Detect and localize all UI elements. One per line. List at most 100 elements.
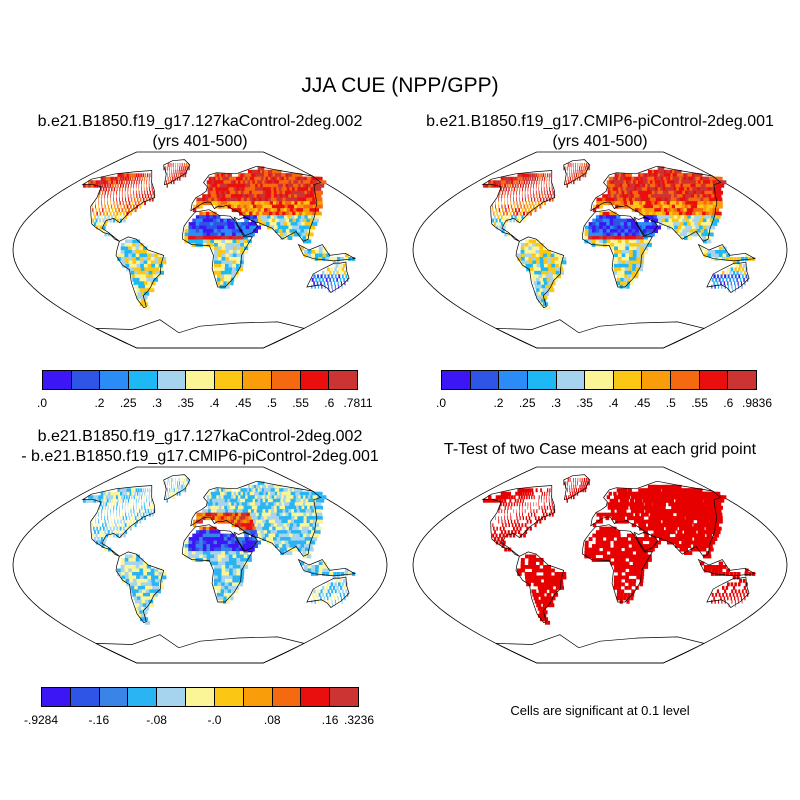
colorbar-tick-label: .6 — [723, 396, 734, 410]
figure-title: JJA CUE (NPP/GPP) — [301, 74, 499, 97]
colorbar-labels-top-right: .0 .2 .25 .3 .35 .4 .45 .5 .55 .6 .9836 — [436, 396, 772, 412]
colorbar-tick-label: .35 — [177, 396, 194, 410]
colorbar-labels-top-left: .0 .2 .25 .3 .35 .4 .45 .5 .55 .6 .7811 — [37, 396, 373, 412]
coastline-sea — [297, 243, 357, 262]
panel-title-top-right: b.e21.B1850.f19_g17.CMIP6-piControl-2deg… — [400, 112, 800, 152]
colorbar-labels-bottom-left: -.9284 -.16 -.08 -.0 .08 .16 .3236 — [24, 713, 374, 729]
coastline-na — [81, 485, 155, 557]
coastline-gr — [163, 159, 191, 186]
colorbar-tick-label: .2 — [94, 396, 105, 410]
colorbar-swatch — [100, 371, 129, 389]
coastline-sea — [697, 243, 757, 262]
map-top-right — [412, 151, 788, 349]
coastline-ar — [633, 531, 659, 552]
coastline-sa — [515, 551, 565, 624]
coastline-ar — [633, 216, 659, 237]
colorbar-tick-label: -.9284 — [23, 713, 59, 727]
coastline-an — [95, 319, 306, 349]
coastline-eu — [190, 165, 322, 242]
colorbar-swatch — [272, 688, 302, 706]
colorbar-tick-label: .45 — [234, 396, 252, 410]
coastline-ar — [233, 531, 259, 552]
colorbar-swatch — [329, 371, 358, 389]
colorbar-swatch — [585, 371, 614, 389]
coastline-sea — [697, 558, 757, 577]
colorbar-tick-label: .08 — [263, 713, 281, 727]
panel-title-line: - b.e21.B1850.f19_g17.CMIP6-piControl-2d… — [21, 448, 379, 465]
coastline-af — [182, 524, 253, 603]
colorbar-swatch — [272, 371, 301, 389]
colorbar-tick-label: .0 — [36, 396, 48, 410]
coastline-sa — [115, 236, 165, 309]
colorbar-tick-label: .55 — [292, 396, 309, 410]
coastline-na — [481, 485, 555, 557]
colorbar-tick-label: .6 — [324, 396, 335, 410]
colorbar-swatch — [186, 688, 215, 706]
panel-title-line: b.e21.B1850.f19_g17.127kaControl-2deg.00… — [37, 113, 363, 130]
colorbar-swatch — [499, 371, 528, 389]
coastline-gr — [563, 474, 591, 501]
coastline-eu — [590, 165, 722, 242]
colorbar-swatch — [214, 688, 244, 706]
coastline-au — [306, 576, 350, 608]
coastline-eu — [590, 480, 722, 557]
colorbar-tick-label: .5 — [266, 396, 277, 410]
colorbar-swatch — [642, 371, 672, 389]
map-bottom-right — [412, 466, 788, 664]
colorbar-tick-label: .5 — [665, 396, 676, 410]
colorbar-tick-label: .16 — [321, 713, 339, 727]
panel-title-line: (yrs 401-500) — [152, 133, 248, 150]
colorbar-tick-label: -.0 — [207, 713, 222, 727]
colorbar-swatch — [186, 371, 215, 389]
colorbar-swatch — [128, 688, 158, 706]
coastline-ar — [233, 216, 259, 237]
colorbar-tick-label: -.16 — [88, 713, 110, 727]
coastline-an — [95, 634, 306, 664]
panel-title-line: b.e21.B1850.f19_g17.CMIP6-piControl-2deg… — [426, 113, 774, 130]
coastline-au — [706, 261, 750, 293]
coastline-au — [306, 261, 350, 293]
colorbar-tick-label: .35 — [576, 396, 593, 410]
coastline-an — [495, 319, 706, 349]
colorbar-swatch — [699, 371, 729, 389]
colorbar-tick-label: .9836 — [741, 396, 773, 410]
map-cells — [82, 162, 356, 310]
coastline-sea — [297, 558, 357, 577]
colorbar-swatch — [128, 371, 158, 389]
coastline-eu — [190, 480, 322, 557]
colorbar-swatch — [671, 371, 700, 389]
coastline-gr — [163, 474, 191, 501]
colorbar-swatch — [442, 371, 471, 389]
colorbar-swatch — [42, 688, 71, 706]
panel-title-line: T-Test of two Case means at each grid po… — [443, 441, 757, 458]
colorbar-swatch — [728, 371, 757, 389]
colorbar-top-left — [42, 370, 358, 390]
coastline-af — [582, 209, 653, 288]
map-cells — [482, 162, 756, 310]
panel-title-top-left: b.e21.B1850.f19_g17.127kaControl-2deg.00… — [0, 112, 400, 152]
panel-title-line: (yrs 401-500) — [552, 133, 648, 150]
coastline-af — [582, 524, 653, 603]
colorbar-tick-label: .7811 — [343, 396, 373, 410]
map-boundary — [12, 466, 388, 664]
coastline-sa — [115, 551, 165, 624]
coastline-na — [81, 170, 155, 242]
map-boundary — [412, 151, 788, 349]
colorbar-tick-label: .4 — [209, 396, 220, 410]
colorbar-swatch — [70, 688, 100, 706]
colorbar-swatch — [330, 688, 358, 706]
colorbar-tick-label: .4 — [608, 396, 619, 410]
colorbar-tick-label: .55 — [691, 396, 708, 410]
coastline-au — [706, 576, 750, 608]
colorbar-tick-label: .25 — [518, 396, 536, 410]
colorbar-tick-label: .25 — [119, 396, 137, 410]
panel-title-line: b.e21.B1850.f19_g17.127kaControl-2deg.00… — [37, 428, 363, 445]
coastline-af — [182, 209, 253, 288]
colorbar-swatch — [470, 371, 500, 389]
colorbar-swatch — [243, 688, 273, 706]
map-boundary — [412, 466, 788, 664]
colorbar-swatch — [527, 371, 557, 389]
panel-title-bottom-left: b.e21.B1850.f19_g17.127kaControl-2deg.00… — [0, 427, 400, 467]
significance-note: Cells are significant at 0.1 level — [510, 703, 690, 718]
colorbar-tick-label: -.08 — [146, 713, 167, 727]
